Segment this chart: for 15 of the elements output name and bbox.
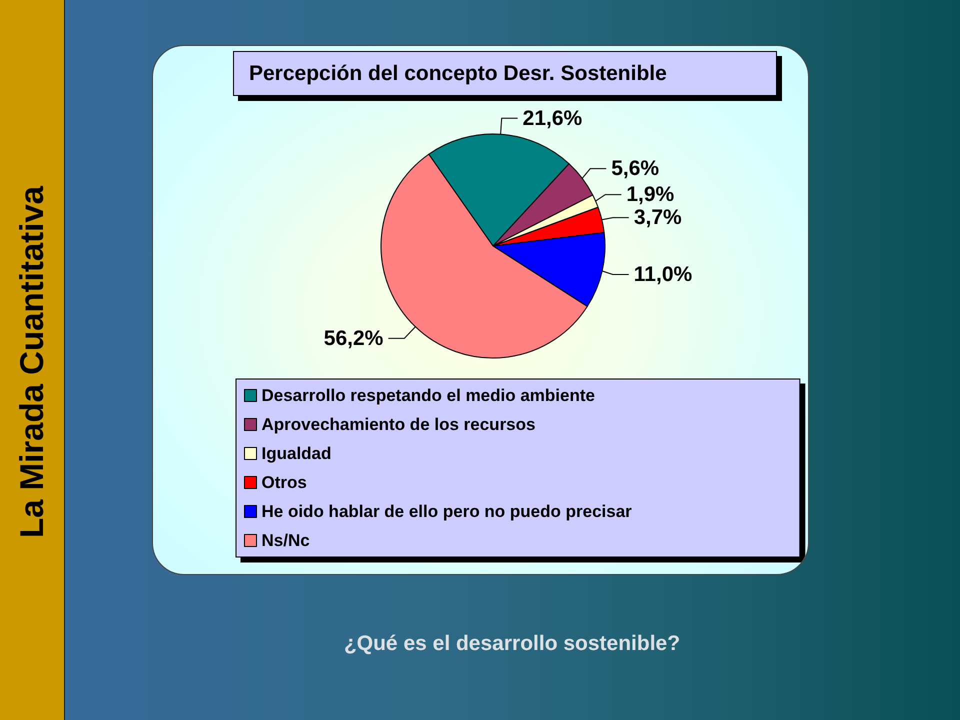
data-label: 56,2%: [324, 326, 384, 350]
data-label: 5,6%: [611, 157, 660, 180]
legend-label: Aprovechamiento de los recursos: [262, 415, 536, 434]
legend-label: Ns/Nc: [262, 531, 310, 550]
text: ¿Qué es el desarrollo sostenible?: [342, 632, 682, 656]
legend-label: Desarrollo respetando el medio ambiente: [262, 386, 595, 405]
data-label: 1,9%: [626, 183, 675, 206]
data-label: 11,0%: [634, 263, 692, 286]
data-label: 3,7%: [634, 206, 682, 230]
text: La Mirada Cuantitativa: [13, 186, 51, 538]
data-label: 21,6%: [522, 106, 583, 130]
legend-label: Otros: [262, 473, 307, 492]
chart-title: Percepción del concepto Desr. Sostenible: [249, 62, 667, 85]
legend-label: Igualdad: [262, 444, 332, 463]
legend-label: He oido hablar de ello pero no puedo precisar: [262, 502, 632, 521]
